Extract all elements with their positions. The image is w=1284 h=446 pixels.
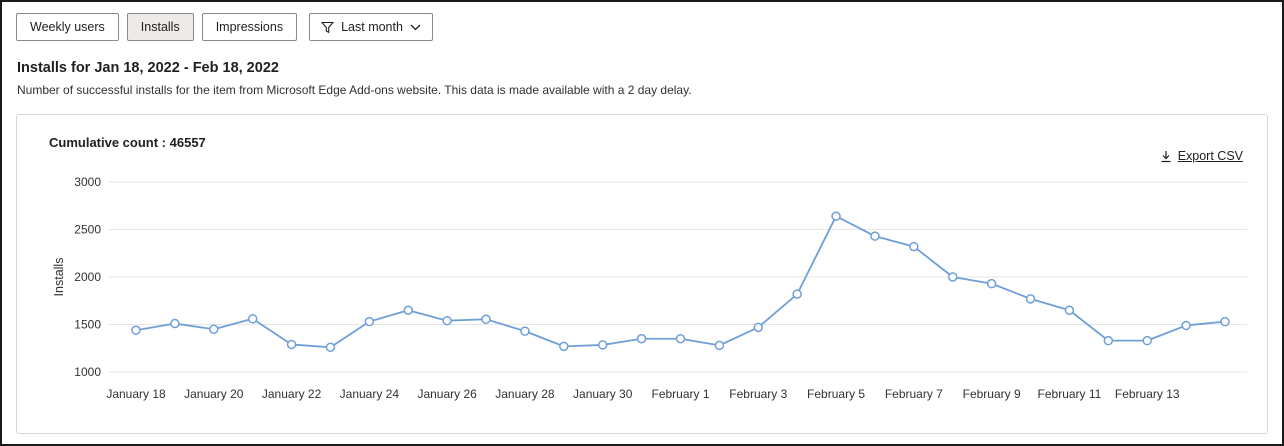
export-csv-label: Export CSV xyxy=(1177,149,1243,163)
svg-text:January 28: January 28 xyxy=(495,387,555,401)
svg-text:1500: 1500 xyxy=(74,318,101,332)
metric-tabs-toolbar: Weekly users Installs Impressions Last m… xyxy=(2,2,1282,41)
svg-text:Installs: Installs xyxy=(52,258,66,297)
filter-label: Last month xyxy=(341,20,403,34)
cumulative-count-label: Cumulative count : xyxy=(49,135,167,150)
svg-text:January 24: January 24 xyxy=(340,387,400,401)
svg-text:2000: 2000 xyxy=(74,270,101,284)
installs-chart-card: Cumulative count : 46557 Export CSV 1000… xyxy=(16,114,1268,434)
filter-funnel-icon xyxy=(321,21,335,33)
svg-text:January 30: January 30 xyxy=(573,387,633,401)
page-title: Installs for Jan 18, 2022 - Feb 18, 2022 xyxy=(17,60,279,76)
export-csv-link[interactable]: Export CSV xyxy=(1160,149,1243,163)
svg-text:February 9: February 9 xyxy=(963,387,1021,401)
chart-area: 1000 1500 2000 2500 3000 Installs January 18 Ja… xyxy=(33,172,1251,415)
svg-text:1000: 1000 xyxy=(74,365,101,379)
svg-text:February 11: February 11 xyxy=(1038,387,1102,401)
svg-text:January 18: January 18 xyxy=(106,387,166,401)
date-range-filter[interactable]: Last month xyxy=(309,13,433,41)
tab-weekly-users[interactable]: Weekly users xyxy=(16,13,119,41)
tab-impressions[interactable]: Impressions xyxy=(201,13,298,41)
tab-installs[interactable]: Installs xyxy=(126,13,194,41)
page-subtitle: Number of successful installs for the it… xyxy=(17,83,692,97)
download-icon xyxy=(1161,150,1171,162)
svg-text:January 22: January 22 xyxy=(262,387,322,401)
svg-text:3000: 3000 xyxy=(74,175,101,189)
svg-text:February 1: February 1 xyxy=(651,387,709,401)
svg-text:February 5: February 5 xyxy=(807,387,865,401)
chevron-down-icon xyxy=(410,24,421,30)
svg-text:January 26: January 26 xyxy=(417,387,477,401)
svg-text:January 20: January 20 xyxy=(184,387,244,401)
svg-text:February 13: February 13 xyxy=(1115,387,1180,401)
installs-line-chart: 1000 1500 2000 2500 3000 Installs January 18 Ja… xyxy=(52,175,1247,401)
cumulative-count-value: 46557 xyxy=(169,135,206,150)
svg-text:February 3: February 3 xyxy=(729,387,787,401)
cumulative-count: Cumulative count : 46557 xyxy=(33,135,1251,150)
svg-text:February 7: February 7 xyxy=(885,387,943,401)
svg-text:2500: 2500 xyxy=(74,223,101,237)
